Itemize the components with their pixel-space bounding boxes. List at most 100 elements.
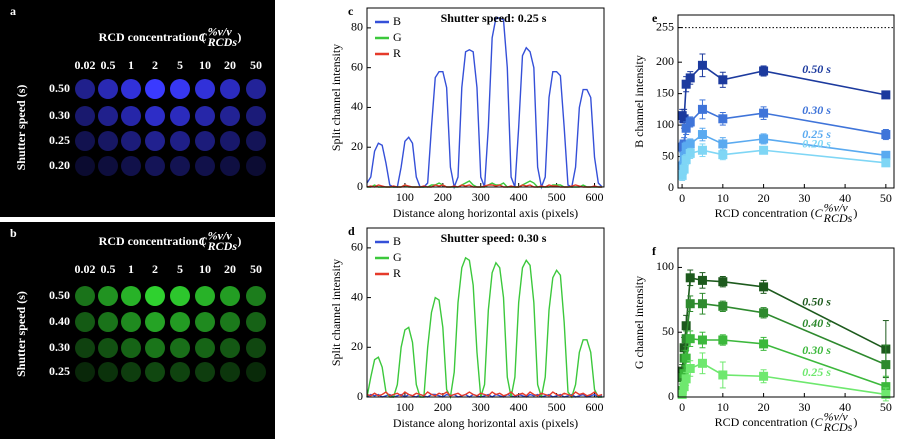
series-line <box>681 149 886 176</box>
well-spot <box>98 362 118 382</box>
x-tick-label: 0 <box>679 400 685 414</box>
marker <box>881 382 891 392</box>
y-tick-label: 20 <box>351 139 363 153</box>
well-spot <box>75 338 95 358</box>
series-line <box>681 362 886 396</box>
series-line <box>681 64 887 122</box>
x-tick-label: 400 <box>510 190 528 204</box>
label-text: RCD concentration ( <box>715 415 815 429</box>
panel-letter: d <box>348 224 355 238</box>
x-tick-label: 30 <box>798 191 810 205</box>
marker <box>881 158 891 168</box>
panel-letter: c <box>348 4 354 18</box>
well-spot <box>195 106 215 126</box>
series-line <box>366 393 603 398</box>
marker <box>718 75 728 85</box>
series-label: 0.50 s <box>802 62 831 76</box>
label-var: C <box>815 415 824 429</box>
row-axis-label: Shutter speed (s) <box>14 291 28 377</box>
marker <box>685 363 695 373</box>
column-label: 5 <box>177 262 183 276</box>
marker <box>718 277 728 287</box>
series-label: 0.50 s <box>802 295 831 309</box>
y-tick-label: 50 <box>662 148 674 162</box>
well-spot <box>195 156 215 176</box>
y-axis-label: Split channel intensity <box>329 44 343 151</box>
x-tick-label: 40 <box>839 191 851 205</box>
marker <box>679 114 689 124</box>
legend-label: B <box>393 14 401 28</box>
series-label: 0.30 s <box>802 343 831 357</box>
marker <box>718 114 728 124</box>
label-text: ) <box>853 415 857 429</box>
well-spot <box>170 312 190 332</box>
row-label: 0.25 <box>49 133 70 147</box>
legend-label: G <box>393 30 402 44</box>
marker <box>881 150 891 160</box>
axes-frame <box>677 247 895 398</box>
well-spot <box>145 106 165 126</box>
y-tick-label: 0 <box>357 179 363 193</box>
panel-letter: f <box>652 244 657 258</box>
marker <box>685 117 695 127</box>
x-tick-label: 600 <box>586 400 604 414</box>
x-tick-label: 500 <box>548 190 566 204</box>
well-spot <box>121 362 141 382</box>
marker <box>681 374 691 384</box>
axes-frame <box>677 14 895 189</box>
well-spot <box>246 338 266 358</box>
row-label: 0.30 <box>49 108 70 122</box>
column-label: 10 <box>199 262 211 276</box>
series-label: 0.25 s <box>802 127 831 141</box>
well-spot <box>121 312 141 332</box>
marker <box>697 104 707 114</box>
series-line <box>366 391 603 397</box>
well-spot <box>98 312 118 332</box>
marker <box>881 90 891 100</box>
x-tick-label: 600 <box>586 190 604 204</box>
label-sub: RCDs <box>207 239 238 253</box>
well-spot <box>195 312 215 332</box>
marker <box>759 145 769 155</box>
column-label: 0.02 <box>75 58 96 72</box>
well-spot <box>75 312 95 332</box>
label-sup: %v/v <box>208 25 233 39</box>
well-spot <box>246 286 266 306</box>
y-tick-label: 80 <box>351 20 363 34</box>
well-spot <box>145 312 165 332</box>
series-line <box>681 133 886 167</box>
label-var: C <box>815 206 824 220</box>
legend-label: G <box>393 250 402 264</box>
well-spot <box>121 106 141 126</box>
well-spot <box>145 362 165 382</box>
well-spot <box>145 338 165 358</box>
well-spot <box>98 106 118 126</box>
marker <box>759 134 769 144</box>
well-spot <box>121 286 141 306</box>
well-spot <box>98 79 118 99</box>
y-tick-label: 60 <box>351 59 363 73</box>
column-label: 10 <box>199 58 211 72</box>
axes-frame <box>366 7 605 188</box>
label-var: C <box>199 30 208 44</box>
well-spot <box>195 286 215 306</box>
well-spot <box>246 312 266 332</box>
legend-label: R <box>393 266 401 280</box>
column-label: 20 <box>224 58 236 72</box>
row-label: 0.50 <box>49 81 70 95</box>
marker <box>759 308 769 318</box>
x-axis-label: Distance along horizontal axis (pixels) <box>393 206 578 220</box>
well-spot <box>170 131 190 151</box>
y-tick-label: 100 <box>656 259 674 273</box>
well-spot <box>220 362 240 382</box>
well-spot <box>98 156 118 176</box>
annotation: Shutter speed: 0.30 s <box>441 231 547 245</box>
marker <box>759 371 769 381</box>
x-tick-label: 400 <box>510 400 528 414</box>
marker <box>681 155 691 165</box>
well-spot <box>145 79 165 99</box>
column-label: 1 <box>128 262 134 276</box>
